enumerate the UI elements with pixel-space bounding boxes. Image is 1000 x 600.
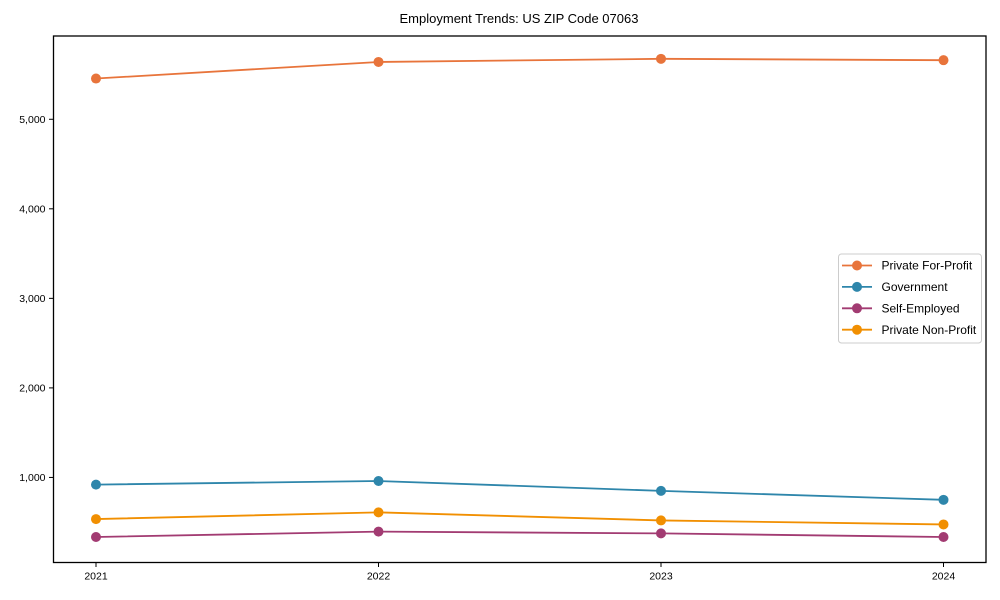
legend-swatch-marker-private-for-profit bbox=[852, 260, 862, 271]
x-axis-tick-label: 2023 bbox=[649, 571, 673, 583]
legend-label-private-for-profit: Private For-Profit bbox=[882, 259, 973, 273]
series-line-self-employed bbox=[95, 530, 944, 538]
chart-title: Employment Trends: US ZIP Code 07063 bbox=[400, 11, 639, 26]
legend-swatch-marker-self-employed bbox=[852, 303, 862, 314]
series-marker-government bbox=[373, 476, 384, 487]
y-axis-tick-label: 4,000 bbox=[19, 204, 45, 216]
series-marker-self-employed bbox=[373, 526, 384, 537]
legend bbox=[838, 253, 982, 344]
y-axis-tick-label: 2,000 bbox=[19, 383, 45, 395]
series-marker-self-employed bbox=[656, 528, 666, 539]
series-marker-government bbox=[656, 485, 666, 496]
legend-label-private-non-profit: Private Non-Profit bbox=[882, 323, 977, 337]
series-marker-self-employed bbox=[938, 531, 949, 542]
legend-label-self-employed: Self-Employed bbox=[882, 302, 960, 316]
series-marker-private-for-profit bbox=[91, 73, 101, 84]
x-axis-tick-label: 2022 bbox=[367, 571, 391, 583]
series-marker-private-for-profit bbox=[373, 56, 384, 67]
x-axis-tick-label: 2021 bbox=[84, 571, 108, 583]
legend-swatch-marker-government bbox=[852, 281, 862, 292]
series-marker-private-non-profit bbox=[91, 514, 101, 525]
plot-frame bbox=[52, 35, 987, 564]
legend-label-government: Government bbox=[882, 280, 949, 294]
series-marker-private-non-profit bbox=[938, 519, 949, 530]
y-axis-tick-label: 1,000 bbox=[19, 472, 45, 484]
series-line-government bbox=[95, 480, 944, 501]
series-line-private-non-profit bbox=[95, 511, 944, 526]
series-marker-private-for-profit bbox=[656, 53, 666, 64]
series-marker-self-employed bbox=[91, 531, 101, 542]
x-axis-tick-label: 2024 bbox=[932, 571, 956, 583]
series-marker-private-for-profit bbox=[938, 55, 949, 66]
legend-swatch-marker-private-non-profit bbox=[852, 324, 862, 335]
series-marker-government bbox=[938, 494, 949, 505]
y-axis-tick-label: 5,000 bbox=[19, 114, 45, 126]
y-axis-tick-label: 3,000 bbox=[19, 293, 45, 305]
series-marker-private-non-profit bbox=[656, 515, 666, 526]
series-marker-government bbox=[91, 479, 101, 490]
plot-area: 1,000 2,000 3,000 4,000 5,000 2021 2022 2023 202… bbox=[19, 35, 987, 583]
series-marker-private-non-profit bbox=[373, 507, 384, 518]
series-line-private-for-profit bbox=[95, 57, 944, 80]
